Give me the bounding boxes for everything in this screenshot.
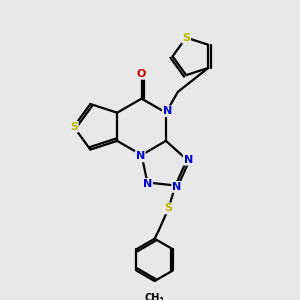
Text: O: O [137,69,146,79]
Text: S: S [70,122,78,132]
Text: N: N [136,152,145,161]
Text: S: S [182,33,190,43]
Text: S: S [164,203,172,213]
Text: N: N [163,106,172,116]
Text: N: N [172,182,182,192]
Text: CH₃: CH₃ [145,293,164,300]
Text: N: N [143,179,152,189]
Text: N: N [184,155,193,165]
